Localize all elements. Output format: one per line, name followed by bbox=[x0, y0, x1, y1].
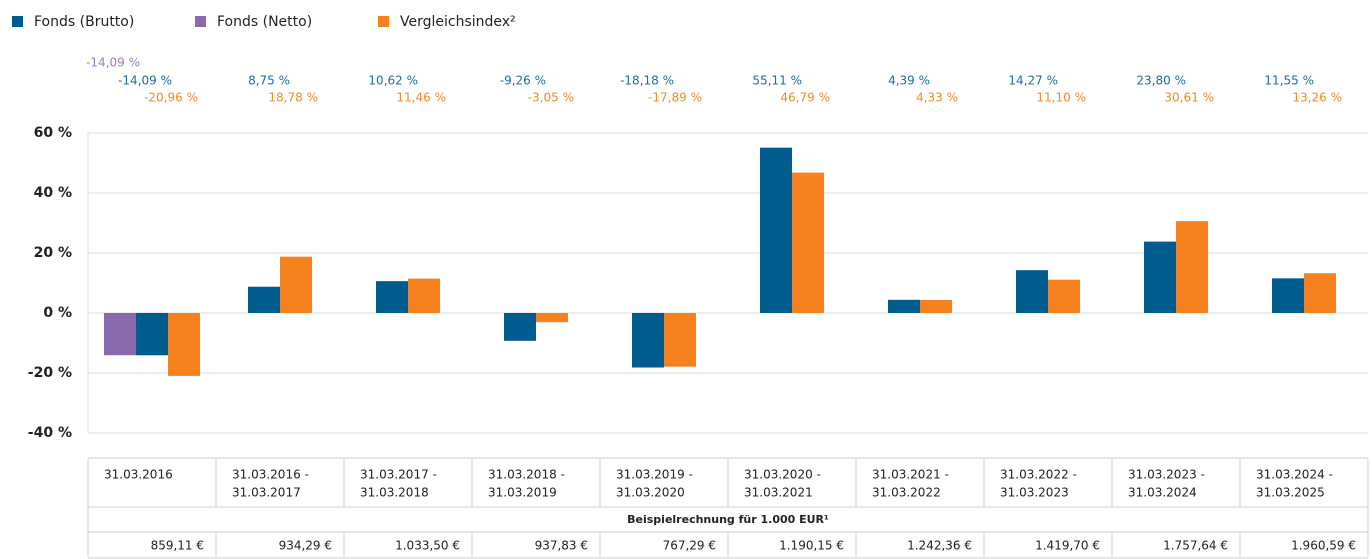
bar bbox=[1144, 241, 1176, 313]
bar bbox=[408, 278, 440, 313]
value-label: 4,33 % bbox=[916, 91, 958, 105]
value-label: 46,79 % bbox=[780, 91, 830, 105]
period-label: 31.03.2022 bbox=[872, 486, 941, 500]
period-label: 31.03.2016 bbox=[104, 468, 173, 482]
bar bbox=[376, 281, 408, 313]
value-label: 4,39 % bbox=[888, 74, 930, 88]
legend-swatch bbox=[195, 16, 206, 27]
bar bbox=[664, 313, 696, 367]
bar bbox=[168, 313, 200, 376]
value-label: 10,62 % bbox=[368, 74, 418, 88]
table-value: 1.033,50 € bbox=[395, 539, 460, 553]
table-caption: Beispielrechnung für 1.000 EUR¹ bbox=[627, 513, 829, 526]
bar bbox=[1016, 270, 1048, 313]
table-value: 1.419,70 € bbox=[1035, 539, 1100, 553]
y-tick-label: 60 % bbox=[34, 125, 72, 141]
period-label: 31.03.2019 bbox=[488, 486, 557, 500]
y-tick-label: -40 % bbox=[28, 425, 72, 441]
bar bbox=[920, 300, 952, 313]
bar bbox=[1048, 279, 1080, 313]
value-label: 11,10 % bbox=[1036, 91, 1086, 105]
bar bbox=[504, 313, 536, 341]
bar bbox=[280, 256, 312, 313]
period-label: 31.03.2017 bbox=[232, 486, 301, 500]
table-value: 1.757,64 € bbox=[1163, 539, 1228, 553]
bar bbox=[1272, 278, 1304, 313]
period-label: 31.03.2019 - bbox=[616, 468, 693, 482]
bar bbox=[1304, 273, 1336, 313]
value-label: 30,61 % bbox=[1164, 91, 1214, 105]
bar bbox=[632, 313, 664, 368]
bar bbox=[248, 286, 280, 313]
value-label: -14,09 % bbox=[86, 56, 140, 70]
y-tick-label: -20 % bbox=[28, 365, 72, 381]
y-tick-label: 20 % bbox=[34, 245, 72, 261]
bar bbox=[104, 313, 136, 356]
period-label: 31.03.2024 bbox=[1128, 486, 1197, 500]
period-label: 31.03.2020 - bbox=[744, 468, 821, 482]
y-tick-label: 0 % bbox=[43, 305, 72, 321]
legend-label: Fonds (Brutto) bbox=[34, 14, 134, 30]
value-label: 23,80 % bbox=[1136, 74, 1186, 88]
table-value: 1.960,59 € bbox=[1291, 539, 1356, 553]
period-label: 31.03.2021 bbox=[744, 486, 813, 500]
value-label: 14,27 % bbox=[1008, 74, 1058, 88]
legend-label: Vergleichsindex² bbox=[400, 14, 516, 30]
value-label: -20,96 % bbox=[144, 91, 198, 105]
bar bbox=[1176, 221, 1208, 313]
value-label: -3,05 % bbox=[528, 91, 574, 105]
value-label: 8,75 % bbox=[248, 74, 290, 88]
period-label: 31.03.2018 - bbox=[488, 468, 565, 482]
table-value: 937,83 € bbox=[535, 539, 588, 553]
legend-label: Fonds (Netto) bbox=[217, 14, 312, 30]
period-label: 31.03.2021 - bbox=[872, 468, 949, 482]
period-label: 31.03.2020 bbox=[616, 486, 685, 500]
value-label: 11,55 % bbox=[1264, 74, 1314, 88]
value-label: -14,09 % bbox=[118, 74, 172, 88]
value-label: 18,78 % bbox=[268, 91, 318, 105]
period-label: 31.03.2023 - bbox=[1128, 468, 1205, 482]
table-value: 934,29 € bbox=[279, 539, 332, 553]
period-label: 31.03.2016 - bbox=[232, 468, 309, 482]
value-label: 55,11 % bbox=[752, 74, 802, 88]
bar bbox=[760, 147, 792, 313]
y-tick-label: 40 % bbox=[34, 185, 72, 201]
table-value: 1.190,15 € bbox=[779, 539, 844, 553]
bar bbox=[888, 299, 920, 313]
period-label: 31.03.2017 - bbox=[360, 468, 437, 482]
legend-swatch bbox=[12, 16, 23, 27]
value-label: -17,89 % bbox=[648, 91, 702, 105]
bar bbox=[136, 313, 168, 356]
value-label: -18,18 % bbox=[620, 74, 674, 88]
bar bbox=[792, 172, 824, 313]
period-label: 31.03.2018 bbox=[360, 486, 429, 500]
table-value: 1.242,36 € bbox=[907, 539, 972, 553]
value-label: -9,26 % bbox=[500, 74, 546, 88]
period-label: 31.03.2023 bbox=[1000, 486, 1069, 500]
period-label: 31.03.2024 - bbox=[1256, 468, 1333, 482]
period-label: 31.03.2025 bbox=[1256, 486, 1325, 500]
table-value: 767,29 € bbox=[663, 539, 716, 553]
value-label: 11,46 % bbox=[396, 91, 446, 105]
value-label: 13,26 % bbox=[1292, 91, 1342, 105]
bar bbox=[536, 313, 568, 323]
table-value: 859,11 € bbox=[151, 539, 204, 553]
period-label: 31.03.2022 - bbox=[1000, 468, 1077, 482]
legend-swatch bbox=[378, 16, 389, 27]
